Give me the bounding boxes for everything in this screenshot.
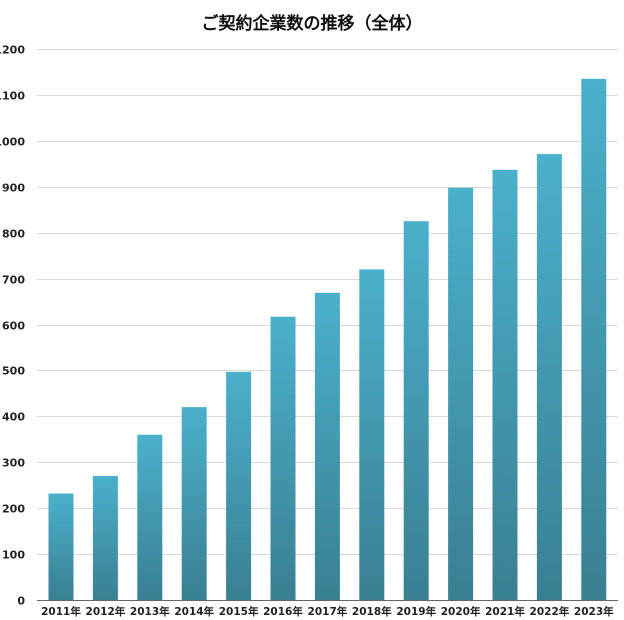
x-tick-label: 2022年 bbox=[530, 605, 570, 618]
y-tick-label: 300 bbox=[2, 457, 25, 470]
x-tick-label: 2013年 bbox=[130, 605, 170, 618]
bar-2017年 bbox=[314, 292, 340, 600]
y-tick-label: 700 bbox=[2, 274, 25, 287]
y-tick-label: 200 bbox=[2, 503, 25, 516]
x-tick-label: 2012年 bbox=[86, 605, 126, 618]
x-tick-label: 2019年 bbox=[396, 605, 436, 618]
y-axis-ticks: 0 100 200 300 400 500 600 700 800 900 1000 1100 1200 bbox=[0, 44, 25, 608]
y-tick-label: 400 bbox=[2, 411, 25, 424]
bar-2011年 bbox=[48, 493, 74, 600]
x-axis-ticks: 2011年 2012年 2013年 2014年 2015年 2016年 2017年 2018年… bbox=[41, 605, 614, 618]
y-tick-label: 900 bbox=[2, 182, 25, 195]
y-tick-label: 800 bbox=[2, 228, 25, 241]
x-tick-label: 2016年 bbox=[263, 605, 303, 618]
x-tick-label: 2015年 bbox=[219, 605, 259, 618]
y-tick-label: 1000 bbox=[0, 136, 25, 149]
bar-2021年 bbox=[492, 169, 518, 601]
y-tick-label: 0 bbox=[17, 595, 25, 608]
bar-2012年 bbox=[92, 476, 118, 600]
x-tick-label: 2011年 bbox=[41, 605, 81, 618]
x-tick-label: 2020年 bbox=[441, 605, 481, 618]
bar-2022年 bbox=[536, 154, 562, 600]
x-tick-label: 2014年 bbox=[174, 605, 214, 618]
bar-2020年 bbox=[448, 187, 474, 600]
y-tick-label: 100 bbox=[2, 549, 25, 562]
bar-2018年 bbox=[359, 269, 385, 600]
bar-2016年 bbox=[270, 316, 296, 600]
x-tick-label: 2017年 bbox=[308, 605, 348, 618]
y-tick-label: 1100 bbox=[0, 90, 25, 103]
x-tick-label: 2023年 bbox=[574, 605, 614, 618]
bar-2023年 bbox=[581, 78, 607, 601]
x-tick-label: 2021年 bbox=[485, 605, 525, 618]
chart-title: ご契約企業数の推移（全体） bbox=[201, 14, 423, 34]
bars bbox=[48, 78, 607, 601]
bar-2015年 bbox=[226, 371, 252, 600]
bar-2014年 bbox=[181, 407, 207, 600]
y-tick-label: 600 bbox=[2, 320, 25, 333]
bar-2013年 bbox=[137, 434, 163, 600]
bar-2019年 bbox=[403, 221, 429, 600]
y-tick-label: 500 bbox=[2, 365, 25, 378]
x-tick-label: 2018年 bbox=[352, 605, 392, 618]
y-tick-label: 1200 bbox=[0, 44, 25, 57]
